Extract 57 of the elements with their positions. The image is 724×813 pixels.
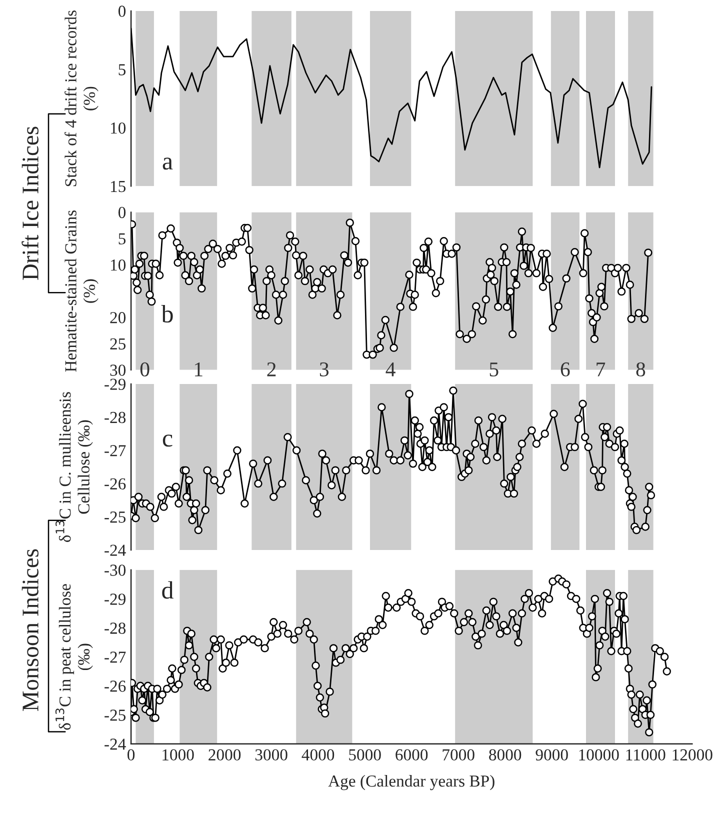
y-tick-label: -27 [104, 445, 126, 456]
y-tick-label: -24 [104, 544, 126, 556]
y-tick-label: 5 [118, 233, 126, 244]
band-label: 3 [320, 362, 329, 376]
line-series [131, 28, 652, 168]
annotation: b [161, 304, 173, 323]
text: Monsoon Indices [22, 549, 38, 712]
x-tick-label: 11000 [626, 749, 666, 760]
y-tick-label: -29 [104, 594, 126, 605]
y-tick-label: -29 [104, 378, 126, 390]
x-tick-label: 7000 [442, 749, 474, 760]
band-label: 1 [195, 362, 202, 376]
x-tick-label: 6000 [396, 749, 428, 760]
x-tick-label: 10000 [579, 749, 619, 760]
y-axis-title: Hematite-stained Grains (%) [64, 210, 98, 372]
y-tick-label: -25 [104, 512, 126, 523]
y-tick-label: 20 [110, 312, 126, 324]
band-label: 7 [596, 362, 606, 376]
band-label: 5 [490, 362, 498, 376]
y-tick-label: 10 [110, 122, 126, 134]
y-tick-label: 10 [110, 259, 126, 271]
x-tick-label: 1000 [162, 749, 194, 760]
y-tick-label: -27 [104, 652, 126, 663]
band-label: 2 [267, 362, 276, 376]
y-tick-label: -26 [104, 478, 126, 490]
x-tick-label: 2000 [208, 749, 241, 760]
y-tick-label: -30 [104, 564, 126, 576]
y-tick-label: -25 [104, 710, 126, 721]
text: Drift Ice Indices [22, 126, 38, 280]
annotation: a [162, 158, 173, 170]
y-tick-label: 5 [118, 64, 126, 76]
x-tick-label: 0 [128, 749, 135, 760]
y-tick-label: -26 [104, 680, 126, 692]
band-label: 6 [560, 362, 570, 376]
x-axis-title: Age (Calendar years BP) [328, 774, 494, 790]
y-tick-label: -28 [104, 622, 126, 634]
annotation: d [162, 581, 174, 599]
y-axis-title: δ$^{13}$C in C. mullieensis Cellulose (‰) [56, 392, 93, 542]
x-tick-label: 9000 [536, 749, 568, 760]
y-tick-label: -28 [104, 412, 126, 424]
y-axis-title: δ$^{13}$C in peat cellulose (‰) [55, 584, 93, 730]
band-label: 8 [636, 362, 646, 376]
x-tick-label: 5000 [349, 749, 381, 760]
band-label: 4 [386, 362, 396, 376]
y-tick-label: 25 [110, 338, 126, 350]
y-tick-label: -24 [104, 738, 126, 750]
x-tick-label: 12000 [672, 749, 712, 760]
x-tick-label: 3000 [255, 749, 288, 760]
y-tick-label: 15 [110, 180, 126, 192]
y-tick-label: 0 [118, 6, 126, 17]
y-tick-label: 0 [118, 206, 126, 218]
y-tick-label: 30 [110, 364, 126, 376]
x-tick-label: 8000 [489, 749, 522, 760]
x-tick-label: 4000 [302, 749, 334, 760]
annotation: c [162, 434, 172, 447]
band-label: 0 [140, 362, 150, 376]
y-axis-title: Stack of 4 drift ice records (%) [64, 10, 98, 186]
